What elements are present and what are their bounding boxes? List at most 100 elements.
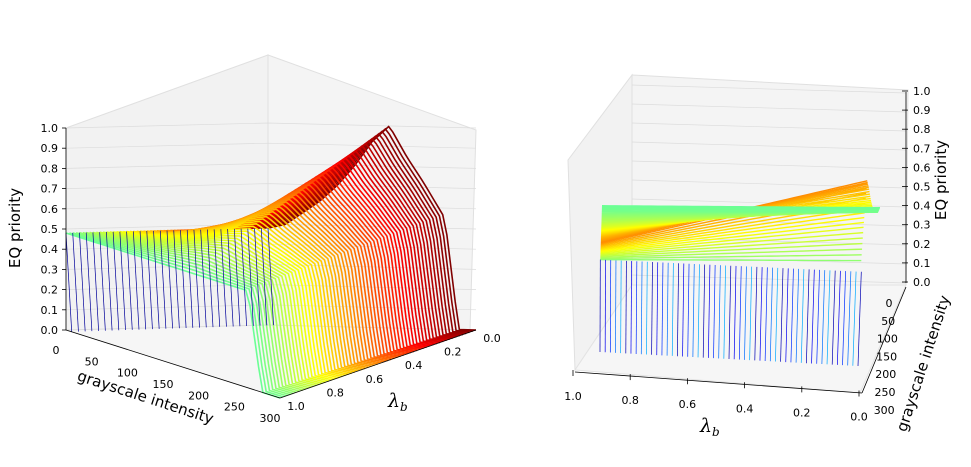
left-wall-line [220,229,227,327]
right-front-wall-line [620,260,622,354]
left-wall-line [99,232,106,331]
right-front-wall-line [775,267,779,362]
left-surface-line [96,231,310,389]
left-wall-line [267,228,274,326]
right-front-wall-line [811,269,815,364]
left-x-tick-label: 50 [85,355,99,368]
right-surface-line [600,221,864,253]
left-wall-line [213,229,221,327]
left-wall-line [240,228,247,327]
left-x-tick-label: 0 [53,344,60,357]
right-x-tick-label: 0.8 [621,394,639,407]
left-3d-plot: 0.0 0.1 0.2 0.3 0.4 0.5 0.6 0.7 0.8 0.9 1.0 0 50 100 1… [6,54,501,428]
left-y-tick-label: 0.2 [444,346,462,359]
right-front-wall-line [780,268,784,362]
right-y-axis-line [861,286,907,394]
right-surface-line [600,237,863,256]
left-wall-line [126,231,133,330]
left-z-tick-label: 0.7 [41,183,59,196]
left-ylabel: λb [387,390,408,414]
left-surface-line [82,231,297,394]
right-surface [599,180,881,367]
right-surface-line [601,210,879,213]
left-wall-line [85,232,93,332]
left-x-tick-label: 250 [224,401,245,414]
left-surface-line [89,231,304,391]
right-surface-line [600,207,866,250]
right-y-tick-label: 0 [886,297,893,310]
left-y-axis-line [279,329,477,399]
left-z-tick-label: 0.8 [41,162,59,175]
right-front-wall-line [744,266,747,360]
right-front-wall-line [759,267,763,361]
right-front-wall-line [671,263,674,356]
left-surface-line [69,232,284,398]
left-y-tick-label: 0.8 [326,386,344,399]
right-xlabel-subscript: b [712,425,720,439]
left-wall-line [227,229,234,327]
left-wall-line [72,232,79,332]
right-front-wall-line [640,261,643,355]
right-front-wall-line [852,271,857,366]
right-z-gridline [631,84,907,94]
right-front-wall-line [702,264,706,358]
right-front-wall-line [764,267,768,361]
left-surface-line [102,231,317,387]
right-surface-line [601,205,881,209]
right-surface-line [600,254,862,260]
left-wall-line [186,230,194,328]
left-z-gridline [65,142,477,149]
left-z-tick-label: 0.6 [41,203,59,216]
right-front-wall-line [738,266,742,360]
left-surface-line [112,231,326,383]
right-front-wall-line [831,270,836,365]
left-z-tick-label: 0.5 [41,223,59,236]
left-y-tick-label: 1.0 [287,400,305,413]
right-z-tick-label: 0.7 [913,142,931,155]
right-z-tick-label: 0.6 [913,161,931,174]
left-x-tick-label: 100 [117,367,138,380]
right-x-tick-label: 1.0 [564,390,582,403]
right-front-wall-line [630,261,632,354]
left-wall-line [65,233,73,332]
left-wall-line [207,229,214,328]
right-front-wall-line [733,265,737,360]
right-front-wall-line [625,260,627,354]
right-y-tick-label: 150 [876,350,897,363]
right-x-tick-label: 0.4 [736,402,754,415]
right-front-wall-line [666,262,669,356]
left-x-tick-label: 300 [260,412,281,425]
right-z-tick-label: 1.0 [913,85,931,98]
right-front-wall-line [847,271,852,366]
left-wall-line [166,230,173,329]
right-front-wall-line [826,270,831,365]
left-tick-labels: 0.0 0.1 0.2 0.3 0.4 0.5 0.6 0.7 0.8 0.9 1.0 0 50 100 1… [41,122,501,425]
left-z-gridline [65,183,477,189]
left-z-gridline [65,324,477,331]
right-surface-line [600,242,863,258]
left-zlabel: EQ priority [6,188,24,268]
right-front-wall-line [692,263,695,358]
right-front-wall-line [651,262,653,355]
right-x-tick-label: 0.6 [679,398,697,411]
right-x-tick-label: 0.0 [850,411,868,424]
right-front-wall-line [656,262,659,356]
left-wall-line [260,228,268,326]
right-surface-line [601,207,880,211]
right-front-wall-line [769,267,773,362]
right-surface-line [600,226,864,254]
right-surface-line [601,206,880,210]
right-front-wall-line [708,264,711,358]
left-z-gridline [65,163,477,169]
left-wall-line [112,231,120,331]
left-z-gridline [65,203,477,210]
left-wall-line [233,228,241,327]
left-x-tick-label: 150 [153,378,174,391]
left-ylabel-symbol: λ [387,390,400,412]
left-wall-line [153,230,160,329]
left-z-tick-label: 0.9 [41,142,59,155]
right-front-wall-line [635,261,638,354]
right-y-tick-label: 200 [875,368,896,381]
right-xlabel: λb [699,415,720,439]
